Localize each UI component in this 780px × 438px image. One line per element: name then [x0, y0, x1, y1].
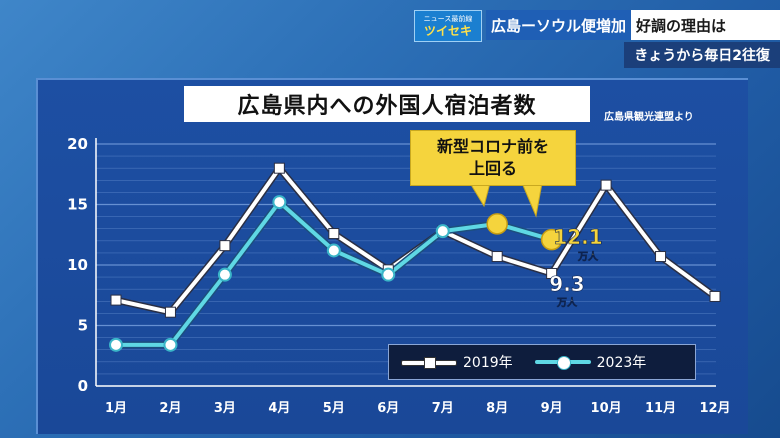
data-point-highlight — [540, 228, 563, 251]
x-tick-label: 7月 — [432, 401, 454, 416]
subheadline: きょうから毎日2往復 — [624, 42, 780, 68]
x-tick-label: 2月 — [159, 401, 181, 416]
data-point — [164, 306, 176, 318]
data-point — [163, 337, 178, 352]
x-tick-label: 10月 — [591, 401, 622, 416]
data-point — [655, 251, 667, 263]
program-badge: ニュース最前線 ツイセキ — [414, 10, 482, 42]
data-label-2019-unit: 万人 — [556, 296, 578, 309]
legend-item-2023: 2023年 — [534, 352, 647, 372]
x-tick-label: 12月 — [699, 401, 730, 416]
badge-small-text: ニュース最前線 — [423, 14, 473, 23]
headline-bar: 広島ーソウル便増加 好調の理由は — [486, 10, 780, 40]
y-tick-label: 20 — [67, 135, 88, 153]
callout-line-1: 新型コロナ前を — [436, 137, 549, 156]
headline-text: 好調の理由は — [636, 16, 727, 35]
data-point — [435, 224, 450, 239]
series-line-2023年 — [114, 200, 554, 347]
badge-program-name: ツイセキ — [423, 23, 472, 38]
callout-box: 新型コロナ前を 上回る — [410, 130, 576, 186]
y-tick-label: 15 — [67, 196, 88, 214]
headline-topic: 広島ーソウル便増加 — [486, 10, 632, 40]
data-point — [600, 179, 612, 191]
legend-item-2019: 2019年 — [401, 352, 513, 372]
x-tick-label: 6月 — [377, 401, 399, 416]
x-tick-label: 5月 — [323, 401, 345, 416]
data-point — [109, 337, 123, 352]
data-label-2023-sep: 12.1 — [553, 225, 602, 249]
callout-pointer-aug — [469, 182, 491, 208]
y-tick-label: 0 — [78, 377, 88, 395]
data-point — [272, 195, 287, 210]
data-point — [491, 251, 503, 263]
x-tick-label: 8月 — [486, 401, 508, 416]
data-point — [273, 162, 285, 174]
legend-label-2019: 2019年 — [463, 355, 513, 371]
x-tick-label: 4月 — [268, 401, 290, 416]
data-point — [217, 267, 232, 282]
series-line-2019年 — [114, 166, 717, 315]
y-tick-label: 5 — [78, 317, 88, 335]
data-point-highlight — [486, 213, 508, 235]
x-tick-label: 11月 — [645, 401, 676, 416]
series-line-outline-2019年 — [112, 164, 719, 316]
chart-title: 広島県内への外国人宿泊者数 — [184, 86, 590, 122]
x-tick-label: 9月 — [541, 401, 563, 416]
data-point — [219, 240, 231, 252]
data-point — [328, 228, 340, 240]
legend-swatch-2023 — [534, 356, 591, 370]
callout-pointer-sep — [521, 182, 543, 218]
x-tick-label: 3月 — [214, 401, 236, 416]
news-caption: ニュース最前線 ツイセキ 広島ーソウル便増加 好調の理由は きょうから毎日2往復 — [414, 10, 780, 70]
data-label-2023-unit: 万人 — [577, 250, 599, 263]
legend-swatch-2019 — [401, 356, 457, 369]
data-point — [326, 243, 341, 258]
data-point — [546, 267, 558, 279]
data-label-2019-sep: 9.3 — [549, 272, 584, 296]
data-point — [709, 290, 721, 302]
x-tick-label: 1月 — [105, 401, 127, 416]
data-point — [381, 267, 396, 282]
legend-label-2023: 2023年 — [596, 355, 647, 371]
y-tick-label: 10 — [67, 256, 88, 274]
chart-source: 広島県観光連盟より — [604, 112, 694, 123]
chart-legend: 2019年 2023年 — [388, 344, 696, 380]
callout-line-2: 上回る — [468, 159, 517, 178]
data-point — [110, 294, 122, 306]
